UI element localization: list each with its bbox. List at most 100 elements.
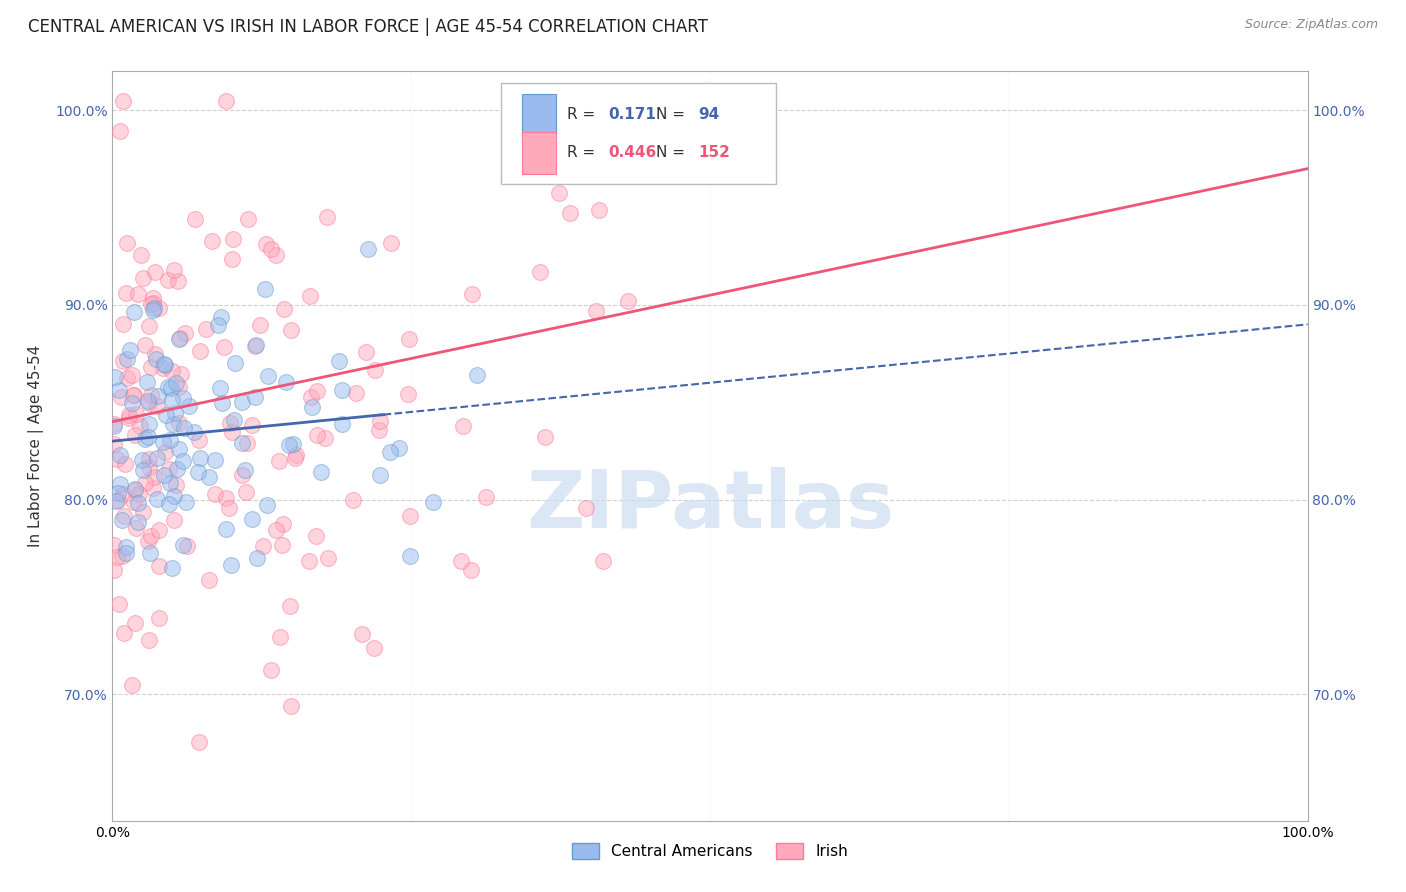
Point xyxy=(121,368,143,382)
Point xyxy=(136,533,159,548)
Point xyxy=(176,539,198,553)
Point xyxy=(155,408,177,422)
Point xyxy=(143,301,166,315)
Point xyxy=(148,558,170,573)
Point xyxy=(575,500,598,515)
Point xyxy=(169,331,191,345)
Point xyxy=(188,433,211,447)
Point xyxy=(364,363,387,377)
Point xyxy=(284,450,307,465)
Point xyxy=(108,384,131,398)
Point xyxy=(451,418,474,433)
Point xyxy=(188,450,211,465)
Point xyxy=(198,573,221,587)
Point xyxy=(467,368,489,382)
Point xyxy=(281,436,304,450)
Point xyxy=(330,417,353,432)
Point xyxy=(238,211,260,226)
Point xyxy=(298,553,321,567)
Point xyxy=(159,476,181,491)
Point xyxy=(152,357,174,371)
Point xyxy=(195,321,218,335)
Point xyxy=(135,375,157,389)
Point xyxy=(148,389,170,403)
Point xyxy=(354,345,377,359)
Point xyxy=(136,429,159,443)
Point xyxy=(107,550,129,565)
Point xyxy=(269,631,291,645)
Point xyxy=(138,459,160,474)
FancyBboxPatch shape xyxy=(501,83,776,184)
Point xyxy=(222,232,245,246)
Point xyxy=(110,390,132,404)
Point xyxy=(271,516,294,531)
Point xyxy=(309,465,332,479)
Point xyxy=(305,529,328,543)
Point xyxy=(152,361,174,376)
Point xyxy=(160,561,183,575)
Point xyxy=(280,698,302,713)
Text: 94: 94 xyxy=(699,107,720,121)
Point xyxy=(127,515,149,529)
Point xyxy=(219,558,242,573)
Point xyxy=(236,436,259,450)
Point xyxy=(222,412,245,426)
Point xyxy=(299,390,322,404)
Point xyxy=(422,495,444,509)
Point xyxy=(167,416,190,430)
Point xyxy=(169,379,191,393)
Point xyxy=(165,376,187,391)
Point xyxy=(138,451,160,466)
Point xyxy=(188,735,211,749)
Point xyxy=(134,338,156,352)
Point xyxy=(187,465,209,479)
Point xyxy=(157,461,180,475)
Point xyxy=(201,234,224,248)
Point xyxy=(208,380,231,394)
Point xyxy=(170,367,193,381)
Point xyxy=(256,498,278,512)
Text: N =: N = xyxy=(657,107,690,121)
Point xyxy=(399,508,422,523)
Point xyxy=(183,425,205,439)
Point xyxy=(134,475,156,490)
Point xyxy=(167,332,190,346)
Point xyxy=(152,467,174,482)
Point xyxy=(122,388,145,402)
Point xyxy=(307,428,329,442)
Point xyxy=(231,394,253,409)
Point xyxy=(143,470,166,484)
Point xyxy=(112,317,135,331)
Point xyxy=(129,419,152,434)
Point xyxy=(128,487,150,501)
Point xyxy=(264,248,287,262)
Point xyxy=(160,364,183,378)
Point xyxy=(357,242,380,256)
Point xyxy=(533,430,555,444)
Point xyxy=(138,633,160,648)
Point xyxy=(475,490,498,504)
Point xyxy=(215,94,238,108)
Point xyxy=(184,212,207,227)
Point xyxy=(399,549,422,564)
Point xyxy=(243,339,266,353)
Point xyxy=(315,211,337,225)
Point xyxy=(111,549,134,563)
Point xyxy=(139,545,162,559)
Point xyxy=(138,396,160,410)
Point xyxy=(267,453,290,467)
Point xyxy=(117,371,139,385)
Point xyxy=(330,383,353,397)
Point xyxy=(344,386,367,401)
Point xyxy=(235,485,257,500)
Point xyxy=(273,301,295,316)
Point xyxy=(163,406,186,420)
Point xyxy=(117,235,139,250)
Point xyxy=(246,551,269,566)
Point xyxy=(370,414,392,428)
Point xyxy=(108,448,131,462)
Point xyxy=(243,390,266,404)
Point xyxy=(145,492,167,507)
Legend: Central Americans, Irish: Central Americans, Irish xyxy=(565,838,855,865)
Point xyxy=(148,524,170,538)
